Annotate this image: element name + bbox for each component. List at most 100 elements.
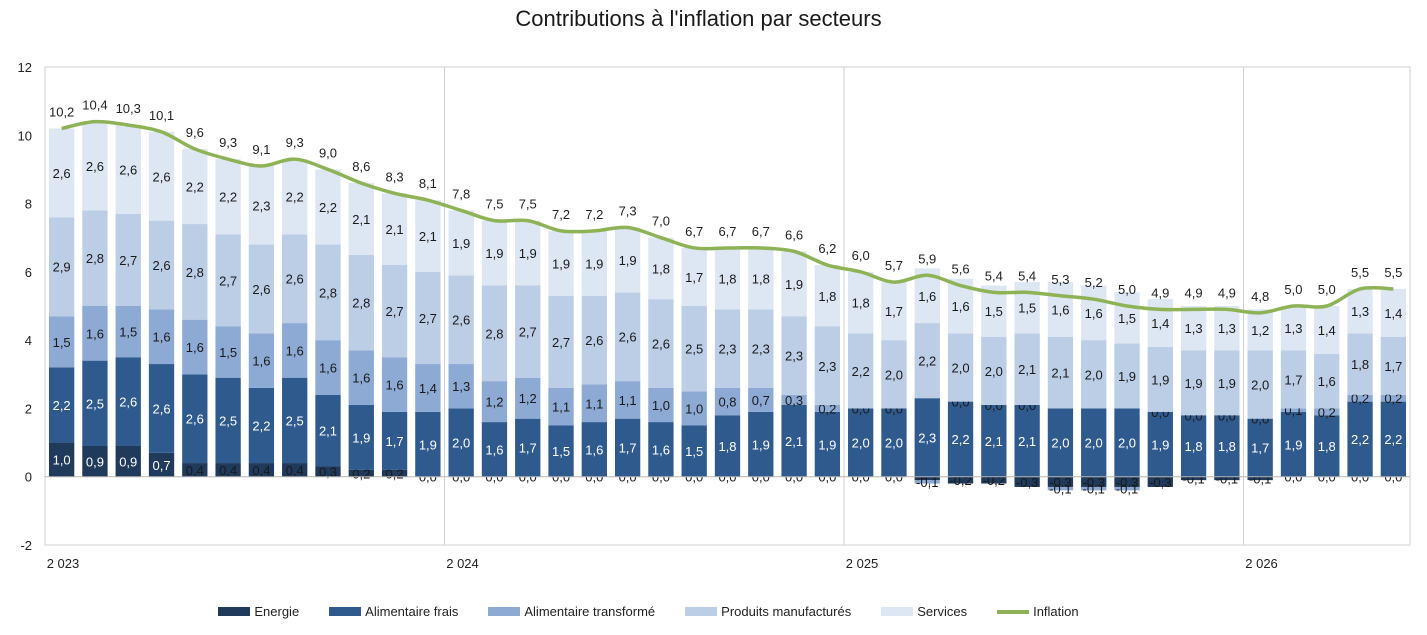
bar-segment-manuf [748, 309, 774, 388]
bar-label-transforme: 1,5 [119, 325, 137, 340]
bar-label-services: 1,6 [1051, 302, 1069, 317]
legend-item-alimentaire-transforme: Alimentaire transformé [488, 604, 655, 619]
bar-segment-services [1280, 306, 1307, 351]
bar-label-frais: 1,7 [1251, 441, 1269, 456]
bar-label-transforme: 1,6 [319, 360, 337, 375]
inflation-label: 4,9 [1151, 285, 1169, 300]
bar-segment-transforme [714, 387, 741, 416]
bar-segment-manuf [1247, 350, 1273, 419]
bar-label-frais: 1,9 [818, 437, 836, 452]
inflation-label: 9,6 [186, 125, 204, 140]
bar-label-services: 1,9 [785, 277, 803, 292]
legend-item-inflation: Inflation [997, 604, 1079, 619]
bar-label-manuf: 2,1 [1018, 362, 1036, 377]
bar-label-transforme: 1,6 [186, 340, 204, 355]
legend-item-produits-manufactures: Produits manufacturés [685, 604, 851, 619]
bar-label-transforme: 0,3 [785, 393, 803, 408]
bar-label-energie: 0,4 [252, 463, 270, 478]
bar-segment-transforme [148, 309, 175, 365]
inflation-label: 5,5 [1384, 265, 1402, 280]
bar-segment-manuf [381, 265, 408, 358]
bar-label-transforme: -0,1 [1116, 482, 1138, 497]
bar-label-services: 1,9 [485, 246, 503, 261]
bar-label-manuf: 2,7 [519, 325, 537, 340]
bar-label-frais: 1,8 [718, 439, 736, 454]
y-tick-label: 4 [25, 333, 32, 348]
bar-label-services: 2,1 [386, 222, 404, 237]
bar-label-services: 1,3 [1185, 321, 1203, 336]
bar-segment-frais [115, 357, 141, 446]
bar-label-transforme: 1,5 [219, 345, 237, 360]
bar-segment-manuf [1347, 333, 1373, 395]
bar-segment-transforme [1280, 408, 1307, 412]
bar-segment-services [648, 237, 674, 300]
bar-segment-manuf [248, 244, 275, 334]
inflation-label: 6,7 [718, 224, 736, 239]
bar-segment-frais [1081, 408, 1107, 477]
bar-label-frais: 1,9 [1284, 437, 1302, 452]
bar-label-services: 1,7 [885, 304, 903, 319]
bar-label-services: 2,1 [352, 212, 370, 227]
bar-segment-services [248, 166, 275, 245]
bar-label-services: 1,5 [1018, 301, 1036, 316]
bar-segment-frais [881, 408, 907, 477]
bar-label-manuf: 2,6 [652, 337, 670, 352]
bar-label-transforme: 1,6 [386, 378, 404, 393]
bar-segment-services [348, 183, 374, 255]
bar-segment-manuf [1280, 350, 1307, 409]
bar-segment-frais [215, 377, 241, 464]
bar-label-services: 1,9 [552, 256, 570, 271]
bar-segment-frais [415, 411, 441, 477]
bar-label-manuf: 1,9 [1185, 376, 1203, 391]
bar-segment-transforme [1047, 486, 1074, 491]
bar-label-manuf: 2,0 [952, 360, 970, 375]
bar-label-energie: -0,3 [1149, 475, 1171, 490]
bar-segment-manuf [515, 285, 541, 378]
bar-label-services: 1,9 [619, 253, 637, 268]
bar-segment-energie [1047, 476, 1074, 487]
bar-segment-manuf [348, 254, 374, 351]
bar-label-services: 2,6 [86, 159, 104, 174]
inflation-line [61, 119, 1394, 315]
inflation-label: 6,7 [685, 224, 703, 239]
bar-segment-energie [315, 466, 341, 477]
bar-segment-frais [1280, 411, 1307, 477]
bar-segment-frais [481, 422, 508, 477]
bar-segment-services [415, 200, 441, 272]
bar-segment-frais [848, 408, 874, 477]
bar-label-frais: 1,8 [1218, 439, 1236, 454]
bar-label-frais: 2,0 [1051, 436, 1069, 451]
bar-segment-manuf [48, 217, 75, 317]
bar-label-services: 1,2 [1251, 323, 1269, 338]
bar-segment-energie [148, 452, 175, 477]
bar-label-transforme: 1,6 [352, 371, 370, 386]
bar-label-manuf: 2,8 [485, 326, 503, 341]
bar-label-frais: 2,5 [86, 396, 104, 411]
bar-label-services: 2,3 [252, 198, 270, 213]
bar-segment-energie [381, 469, 408, 477]
bar-segment-transforme [681, 391, 707, 426]
bar-segment-energie [1147, 476, 1173, 487]
bar-label-services: 2,6 [53, 166, 71, 181]
y-tick-label: 12 [18, 60, 32, 75]
bar-segment-frais [1347, 401, 1373, 477]
inflation-label: 5,4 [985, 268, 1003, 283]
bar-segment-manuf [581, 295, 607, 385]
bar-segment-energie [914, 476, 940, 481]
bar-segment-energie [248, 463, 275, 477]
bar-segment-transforme [115, 306, 141, 358]
bar-label-transforme: 1,6 [252, 354, 270, 369]
bar-segment-services [681, 247, 707, 306]
inflation-label: 4,8 [1251, 289, 1269, 304]
bar-segment-manuf [947, 333, 974, 402]
bar-label-services: 2,6 [152, 169, 170, 184]
inflation-label: 6,2 [818, 241, 836, 256]
bar-segment-transforme [814, 405, 841, 412]
bar-segment-frais [648, 422, 674, 477]
bar-segment-transforme [248, 333, 275, 388]
bar-label-frais: 2,1 [319, 424, 337, 439]
bar-segment-transforme [1380, 394, 1407, 402]
inflation-label: 7,5 [519, 197, 537, 212]
bar-label-services: 1,8 [852, 296, 870, 311]
bar-segment-frais [614, 418, 641, 477]
